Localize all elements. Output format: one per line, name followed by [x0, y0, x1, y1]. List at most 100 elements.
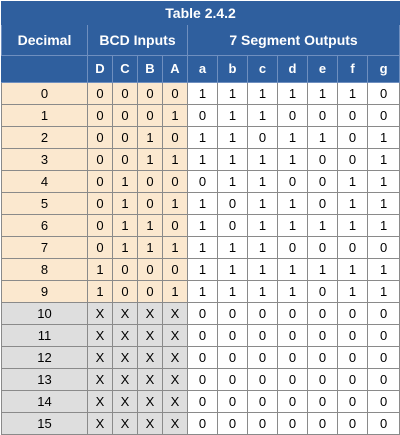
- output-cell: 1: [366, 280, 400, 303]
- input-cell: 1: [137, 148, 163, 171]
- input-cell: X: [112, 346, 138, 369]
- input-cell: 0: [137, 280, 163, 303]
- input-cell: X: [162, 324, 188, 347]
- output-cell: 1: [307, 82, 338, 105]
- output-cell: 0: [247, 302, 278, 325]
- output-cell: 0: [187, 170, 218, 193]
- output-cell: 1: [247, 82, 278, 105]
- decimal-cell: 15: [1, 412, 88, 435]
- input-cell: X: [112, 324, 138, 347]
- output-cell: 1: [307, 126, 338, 149]
- output-cell: 1: [187, 280, 218, 303]
- input-cell: 0: [87, 214, 113, 237]
- input-cell: X: [162, 412, 188, 435]
- decimal-cell: 9: [1, 280, 88, 303]
- output-cell: 0: [337, 346, 368, 369]
- table-row: 15 X X X X 0 0 0 0 0 0 0: [1, 412, 400, 435]
- input-cell: 1: [162, 104, 188, 127]
- output-cell: 0: [366, 346, 400, 369]
- input-cell: 1: [162, 236, 188, 259]
- output-cell: 0: [277, 170, 308, 193]
- input-cell: X: [112, 390, 138, 413]
- output-cell: 0: [307, 346, 338, 369]
- output-cell: 1: [307, 258, 338, 281]
- output-cell: 0: [337, 324, 368, 347]
- output-cell: 1: [187, 214, 218, 237]
- output-cell: 0: [187, 390, 218, 413]
- input-cell: X: [87, 302, 113, 325]
- input-cell: 0: [87, 236, 113, 259]
- output-cell: 1: [247, 170, 278, 193]
- output-cell: 0: [217, 324, 248, 347]
- output-cell: 1: [217, 104, 248, 127]
- column-header-row: D C B A a b c d e f g: [1, 55, 400, 83]
- output-cell: 0: [307, 192, 338, 215]
- output-cell: 0: [337, 104, 368, 127]
- output-cell: 0: [217, 302, 248, 325]
- output-cell: 0: [366, 390, 400, 413]
- input-cell: 1: [112, 236, 138, 259]
- output-cell: 1: [337, 192, 368, 215]
- output-cell: 0: [247, 368, 278, 391]
- output-col-header: b: [217, 55, 248, 83]
- output-cell: 0: [366, 104, 400, 127]
- input-cell: 0: [112, 82, 138, 105]
- input-cell: X: [137, 346, 163, 369]
- output-cell: 0: [307, 170, 338, 193]
- segment-outputs-header: 7 Segment Outputs: [186, 24, 400, 56]
- output-cell: 0: [247, 412, 278, 435]
- input-cell: 1: [162, 280, 188, 303]
- decimal-cell: 6: [1, 214, 88, 237]
- input-cell: X: [87, 368, 113, 391]
- output-cell: 0: [277, 390, 308, 413]
- output-cell: 1: [217, 148, 248, 171]
- decimal-cell: 13: [1, 368, 88, 391]
- output-cell: 0: [366, 368, 400, 391]
- input-cell: 0: [137, 82, 163, 105]
- output-cell: 0: [337, 236, 368, 259]
- table-row: 13 X X X X 0 0 0 0 0 0 0: [1, 368, 400, 391]
- output-cell: 0: [366, 324, 400, 347]
- decimal-cell: 8: [1, 258, 88, 281]
- output-cell: 0: [307, 324, 338, 347]
- output-cell: 0: [277, 368, 308, 391]
- output-cell: 1: [247, 148, 278, 171]
- output-col-header: d: [277, 55, 308, 83]
- input-cell: 0: [162, 214, 188, 237]
- output-cell: 1: [247, 236, 278, 259]
- output-cell: 1: [366, 192, 400, 215]
- output-cell: 1: [337, 82, 368, 105]
- output-cell: 0: [277, 302, 308, 325]
- output-cell: 1: [277, 280, 308, 303]
- output-cell: 0: [307, 236, 338, 259]
- input-cell: X: [137, 324, 163, 347]
- input-cell: 0: [87, 82, 113, 105]
- input-cell: 1: [87, 258, 113, 281]
- output-cell: 0: [277, 104, 308, 127]
- decimal-cell: 1: [1, 104, 88, 127]
- input-cell: X: [162, 346, 188, 369]
- output-cell: 1: [277, 258, 308, 281]
- decimal-cell: 3: [1, 148, 88, 171]
- input-col-header: C: [112, 55, 138, 83]
- output-cell: 0: [366, 302, 400, 325]
- input-cell: X: [87, 346, 113, 369]
- decimal-cell: 4: [1, 170, 88, 193]
- output-cell: 0: [187, 346, 218, 369]
- input-cell: 0: [137, 104, 163, 127]
- input-cell: X: [162, 390, 188, 413]
- input-cell: 0: [87, 148, 113, 171]
- output-cell: 1: [366, 170, 400, 193]
- output-cell: 0: [337, 412, 368, 435]
- output-cell: 1: [217, 258, 248, 281]
- output-cell: 0: [307, 280, 338, 303]
- input-cell: X: [162, 368, 188, 391]
- output-cell: 1: [187, 192, 218, 215]
- input-cell: X: [137, 368, 163, 391]
